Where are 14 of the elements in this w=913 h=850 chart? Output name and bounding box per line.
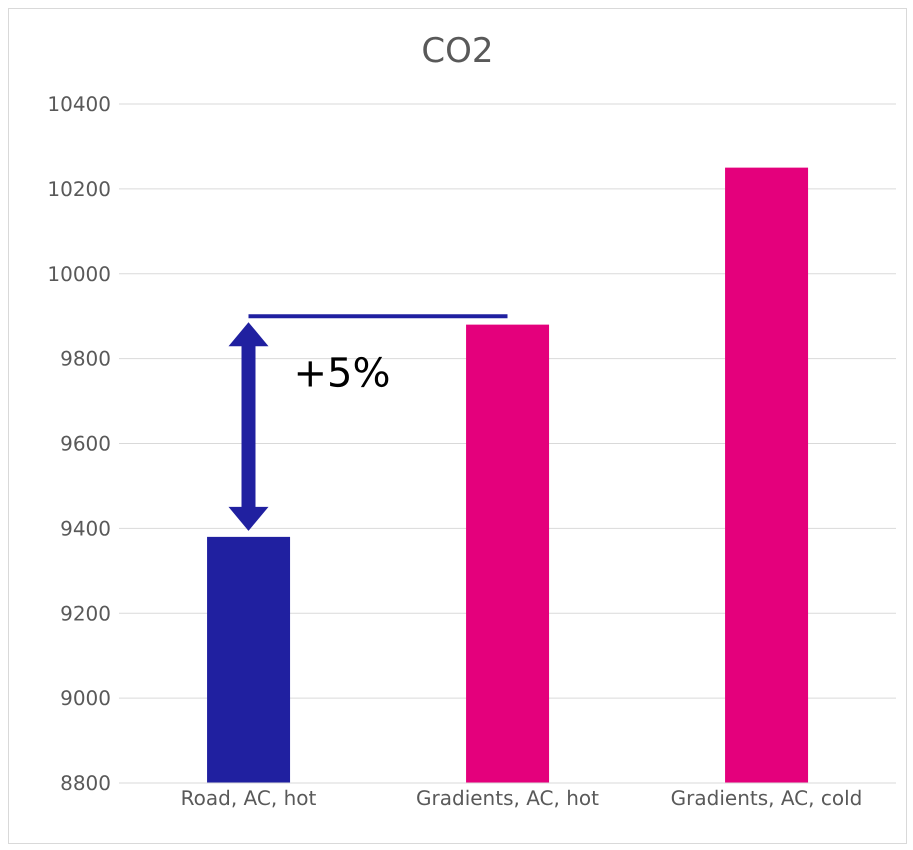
y-tick-label: 9000 (60, 686, 111, 710)
y-tick-label: 9400 (60, 516, 111, 540)
y-tick-label: 10000 (47, 262, 111, 286)
y-tick-label: 9800 (60, 346, 111, 371)
chart-title: CO2 (420, 31, 495, 71)
y-tick-label: 10200 (47, 176, 111, 201)
annotation: +5% (294, 350, 390, 397)
y-tick-label: 9600 (60, 432, 111, 456)
y-tick-label: 10400 (47, 92, 111, 116)
x-tick-label: Road, AC, hot (180, 786, 316, 810)
x-tick-label: Gradients, AC, cold (670, 786, 862, 810)
y-tick-label: 8800 (60, 771, 111, 796)
x-tick-label: Gradients, AC, hot (416, 786, 600, 810)
y-tick-label: 9200 (60, 601, 111, 626)
